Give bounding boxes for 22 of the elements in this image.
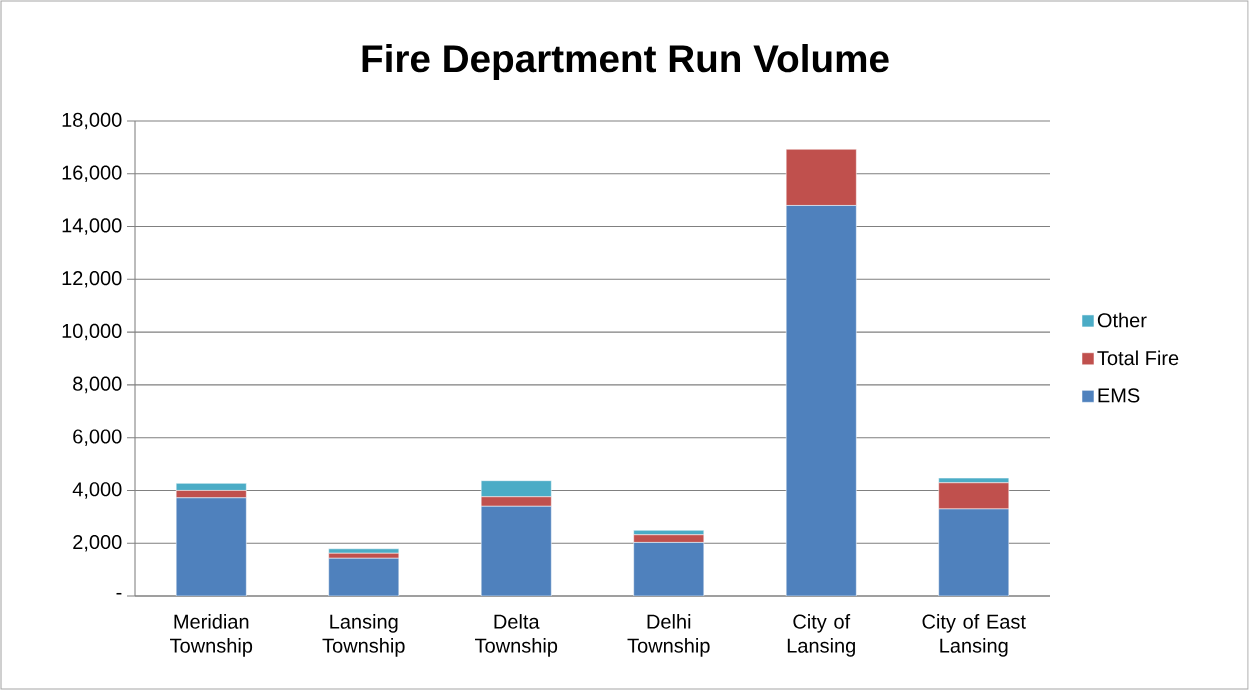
x-tick-label: City of East Lansing (922, 614, 1026, 657)
y-tick-label: 6,000 (73, 429, 122, 446)
y-tick-label: 16,000 (62, 165, 122, 183)
y-tick-label: 12,000 (62, 271, 122, 288)
y-tick-label: 10,000 (62, 323, 122, 341)
bar (328, 557, 400, 596)
y-tick-label: 14,000 (62, 218, 122, 235)
y-tick-label: - (116, 592, 122, 595)
x-tick-label: City of Lansing (787, 614, 855, 657)
bar (328, 548, 400, 554)
y-tick-label: 8,000 (73, 376, 122, 394)
legend-label: Total Fire (1097, 350, 1179, 366)
x-tick-label: Lansing Township (322, 614, 405, 657)
y-tick-label: 4,000 (72, 482, 122, 499)
legend-label: Other (1097, 312, 1147, 328)
legend-label: EMS (1098, 388, 1140, 403)
x-tick-label: Meridian Township (170, 614, 253, 657)
y-tick-label: 18,000 (62, 112, 122, 130)
x-tick-label: Delta Township (475, 614, 558, 657)
chart-title: Fire Department Run Volume (362, 43, 889, 81)
x-tick-label: Delhi Township (627, 614, 710, 657)
y-tick-label: 2,000 (73, 534, 122, 552)
